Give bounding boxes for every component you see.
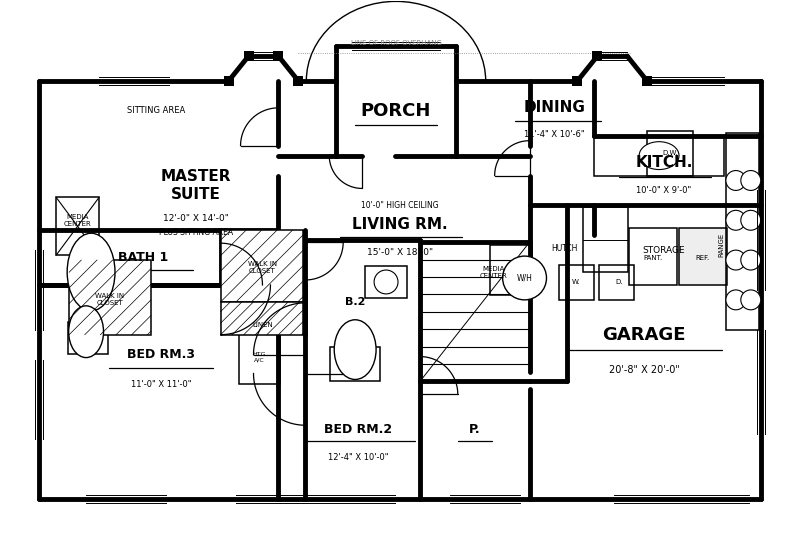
Bar: [592, 51, 602, 61]
Text: SITTING AREA: SITTING AREA: [126, 106, 185, 116]
Text: STORAGE: STORAGE: [642, 246, 686, 255]
Text: MEDIA
CENTER: MEDIA CENTER: [63, 214, 91, 227]
Text: W.: W.: [572, 279, 581, 285]
Circle shape: [726, 250, 746, 270]
Text: LINE OF ROOF OVERHANG: LINE OF ROOF OVERHANG: [350, 40, 442, 46]
Text: KITCH.: KITCH.: [635, 155, 693, 170]
Bar: [647, 131, 693, 175]
Circle shape: [741, 170, 761, 190]
Text: REF.: REF.: [696, 255, 710, 261]
Text: GARAGE: GARAGE: [602, 326, 686, 344]
Text: PORCH: PORCH: [361, 102, 431, 120]
Circle shape: [726, 170, 746, 190]
Bar: [594, 136, 724, 175]
Text: HUTCH: HUTCH: [551, 244, 578, 252]
Bar: [294, 76, 303, 86]
Bar: [572, 76, 582, 86]
Text: D.W.: D.W.: [662, 150, 678, 156]
Text: 11'-0" X 11'-0": 11'-0" X 11'-0": [130, 380, 191, 389]
Bar: [238, 329, 281, 384]
Circle shape: [741, 210, 761, 230]
Bar: [221, 230, 303, 302]
Bar: [726, 133, 758, 329]
Bar: [630, 228, 677, 285]
Bar: [221, 302, 303, 335]
Bar: [583, 207, 628, 272]
Text: LINEN: LINEN: [252, 322, 273, 328]
Text: WALK IN
CLOSET: WALK IN CLOSET: [95, 293, 125, 306]
Bar: [330, 346, 380, 382]
Text: 15'-0" X 18'-0": 15'-0" X 18'-0": [367, 248, 433, 257]
Text: DINING: DINING: [523, 100, 586, 116]
Circle shape: [726, 290, 746, 310]
Bar: [224, 76, 234, 86]
Bar: [642, 76, 652, 86]
Text: 11'-4" X 10'-6": 11'-4" X 10'-6": [524, 130, 585, 139]
Bar: [69, 260, 151, 335]
Text: RANGE: RANGE: [718, 233, 724, 257]
Ellipse shape: [69, 306, 103, 358]
Ellipse shape: [639, 142, 679, 169]
Text: 12'-0" X 14'-0": 12'-0" X 14'-0": [162, 214, 229, 223]
Text: BED RM.2: BED RM.2: [324, 423, 392, 436]
Text: WALK IN
CLOSET: WALK IN CLOSET: [248, 261, 277, 273]
Text: P.: P.: [469, 423, 481, 436]
Text: BATH 1: BATH 1: [118, 251, 168, 263]
Circle shape: [374, 270, 398, 294]
Text: LIVING RM.: LIVING RM.: [352, 217, 448, 232]
Text: B.2: B.2: [345, 297, 366, 307]
Bar: [68, 322, 108, 354]
Text: MEDIA
CENTER: MEDIA CENTER: [480, 266, 507, 278]
Circle shape: [502, 256, 546, 300]
Bar: [599, 265, 634, 300]
Bar: [559, 265, 594, 300]
Circle shape: [726, 210, 746, 230]
Text: HTG
A/C: HTG A/C: [253, 352, 266, 363]
Text: 10'-0" HIGH CEILING: 10'-0" HIGH CEILING: [361, 201, 439, 210]
Ellipse shape: [67, 233, 115, 311]
Text: PLUS SITTING AREA: PLUS SITTING AREA: [158, 228, 233, 236]
Text: W/H: W/H: [517, 273, 533, 283]
Circle shape: [741, 250, 761, 270]
Bar: [56, 197, 99, 255]
Text: PANT.: PANT.: [643, 255, 662, 261]
Text: 12'-4" X 10'-0": 12'-4" X 10'-0": [328, 453, 388, 461]
Circle shape: [741, 290, 761, 310]
Bar: [679, 228, 727, 285]
Bar: [243, 51, 254, 61]
Text: BED RM.3: BED RM.3: [127, 348, 195, 361]
Text: MASTER
SUITE: MASTER SUITE: [161, 169, 231, 202]
Text: 20'-8" X 20'-0": 20'-8" X 20'-0": [609, 365, 679, 375]
Bar: [274, 51, 283, 61]
Text: 10'-0" X 9'-0": 10'-0" X 9'-0": [637, 186, 692, 195]
Bar: [365, 266, 407, 298]
Bar: [490, 245, 531, 295]
Ellipse shape: [334, 320, 376, 379]
Text: D.: D.: [615, 279, 623, 285]
